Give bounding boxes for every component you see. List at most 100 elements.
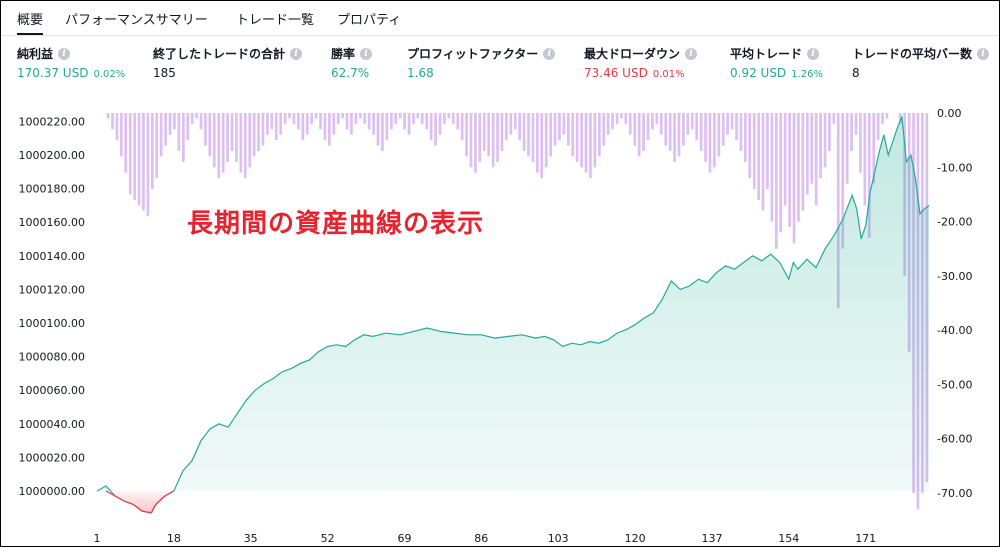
drawdown-bar [651,113,654,130]
drawdown-bar [372,113,375,135]
info-icon[interactable]: i [977,47,990,60]
y-left-tick-label: 1000000.00 [19,485,85,498]
drawdown-bar [283,113,287,124]
metric-avg-trade: 平均トレード i 0.92 USD 1.26% [730,45,823,80]
drawdown-bar [429,113,433,141]
drawdown-bar [496,113,499,162]
drawdown-bar [708,113,712,173]
y-left-tick-label: 1000200.00 [19,149,85,162]
drawdown-bar [540,113,544,179]
drawdown-bar [522,113,526,151]
info-icon[interactable]: i [807,47,820,60]
drawdown-bar [376,113,380,146]
drawdown-bar [770,113,774,222]
x-tick-label: 69 [398,532,412,545]
tab-overview[interactable]: 概要 [17,9,44,35]
info-icon[interactable]: i [543,47,556,60]
drawdown-bar [642,113,645,151]
metric-value: 185 [153,66,176,80]
drawdown-bar [544,113,548,168]
metric-label: プロフィットファクター [407,47,539,61]
drawdown-bar [248,113,252,168]
x-tick-label: 52 [321,532,335,545]
drawdown-bar [717,113,721,157]
drawdown-bar [204,113,207,146]
drawdown-bar [863,113,867,206]
drawdown-bar [735,113,738,141]
drawdown-bar [310,113,313,124]
drawdown-bar [168,113,172,135]
drawdown-bar [323,113,327,141]
drawdown-bar [332,113,336,135]
drawdown-bar [416,113,420,119]
tab-trade-list[interactable]: トレード一覧 [236,13,315,28]
drawdown-bar [482,113,486,151]
drawdown-bar [195,113,198,119]
x-tick-label: 154 [778,532,799,545]
info-icon[interactable]: i [685,47,698,60]
equity-line-negative [105,490,175,514]
drawdown-bar [142,113,145,211]
drawdown-bar [301,113,305,141]
metric-label: トレードの平均バー数 [852,47,973,61]
drawdown-bar [730,113,734,130]
drawdown-bar [527,113,530,157]
info-icon[interactable]: i [58,47,71,60]
drawdown-bar [584,113,588,173]
equity-line [96,116,930,514]
drawdown-bar [465,113,468,157]
drawdown-bar [491,113,495,168]
drawdown-bar [748,113,752,179]
drawdown-bar [217,113,221,179]
drawdown-bar [159,113,163,157]
drawdown-bar [208,113,212,157]
drawdown-bar [761,113,765,211]
drawdown-bar [633,113,637,146]
drawdown-bar [407,113,411,135]
drawdown-bar [598,113,601,157]
y-left-tick-label: 1000160.00 [19,216,85,229]
drawdown-bar [757,113,760,200]
drawdown-bar [867,113,871,238]
drawdown-bar [549,113,552,157]
tab-performance-summary[interactable]: パフォーマンスサマリー [65,13,208,28]
drawdown-bar [881,113,884,124]
drawdown-bar [412,113,415,124]
drawdown-bar [292,113,296,124]
metric-total-closed-trades: 終了したトレードの合計 i 185 [153,45,303,80]
drawdown-bar [836,113,840,309]
x-tick-label: 35 [244,532,258,545]
drawdown-bar [199,113,203,130]
tab-properties[interactable]: プロパティ [337,13,402,28]
metrics-row: 純利益 i 170.37 USD 0.02% 終了したトレードの合計 i 185 勝率… [1,45,999,95]
drawdown-bar [690,113,694,130]
drawdown-bar [721,113,725,146]
drawdown-bar [270,113,274,130]
drawdown-bar [664,113,668,146]
drawdown-bar [611,113,614,130]
drawdown-bar [221,113,225,173]
metric-label: 終了したトレードの合計 [153,47,286,61]
info-icon[interactable]: i [360,47,373,60]
drawdown-bar [673,113,676,162]
drawdown-bar [505,113,508,141]
drawdown-bar [699,113,703,151]
drawdown-bar [128,113,132,195]
drawdown-bar [243,113,247,179]
drawdown-bar [403,113,406,130]
drawdown-bar [120,113,123,157]
drawdown-bar [788,113,791,227]
drawdown-bar [151,113,154,189]
drawdown-bar [589,113,592,179]
drawdown-bar [297,113,300,130]
info-icon[interactable]: i [290,47,303,60]
drawdown-bar [350,113,353,135]
drawdown-bar [898,113,902,124]
metric-value: 8 [852,66,860,80]
equity-area-positive [97,116,929,492]
drawdown-bar [850,113,853,151]
drawdown-bar [261,113,265,146]
drawdown-bar [425,113,429,130]
drawdown-bar [177,113,181,151]
